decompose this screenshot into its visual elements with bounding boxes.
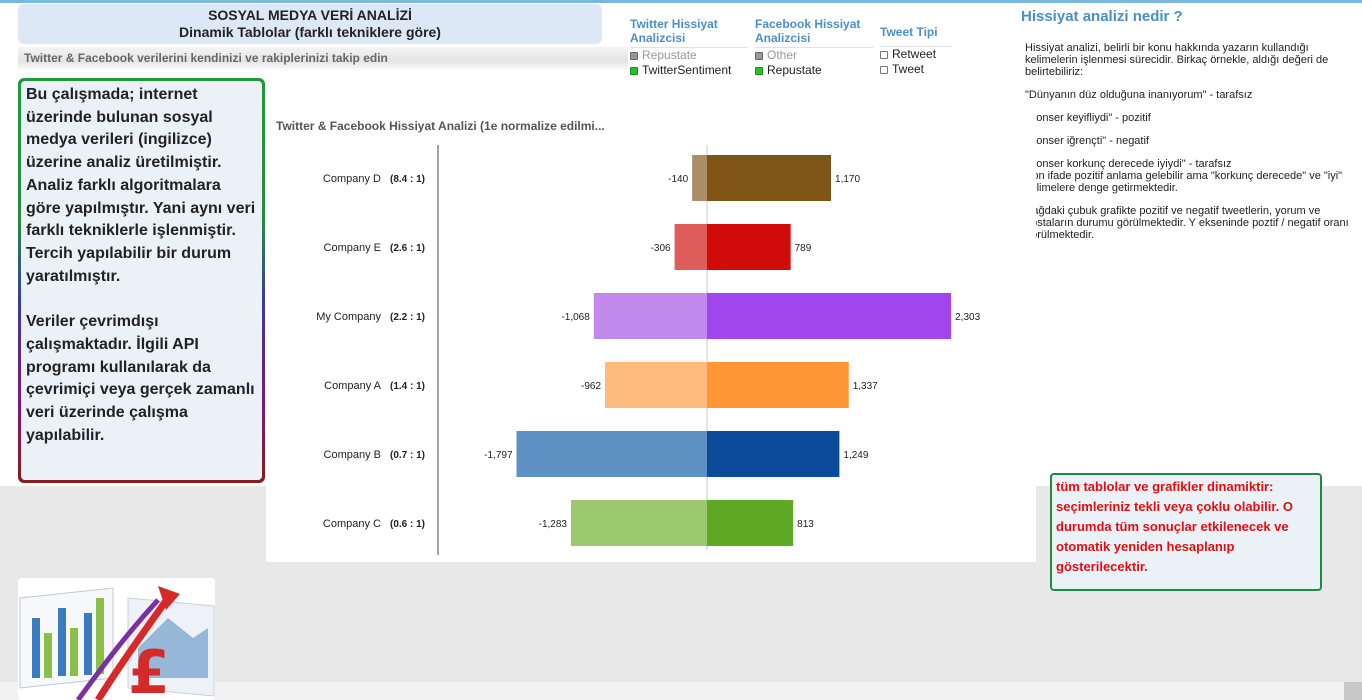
negative-bar [692, 155, 707, 201]
positive-bar [707, 155, 832, 201]
description-inner: Bu çalışmada; internet üzerinde bulunan … [21, 81, 262, 480]
excluded-square-icon [630, 51, 638, 60]
ratio-label: (2.2 : 1) [390, 312, 425, 323]
info-paragraph: "Konser iğrençti" - negatif [1025, 135, 1149, 147]
info-paragraph: "Dünyanın düz olduğuna inanıyorum" - tar… [1025, 89, 1253, 101]
listbox-item-other[interactable]: Other [755, 48, 873, 63]
positive-value-label: 1,337 [853, 381, 878, 392]
category-label: Company B [324, 449, 381, 461]
listbox-facebook-analyzer: Facebook Hissiyat Analizcisi Other Repus… [755, 17, 873, 78]
category-label: Company C [323, 518, 381, 530]
selected-square-icon [630, 66, 638, 75]
negative-bar [605, 362, 707, 408]
positive-value-label: 1,249 [843, 450, 868, 461]
positive-value-label: 2,303 [955, 312, 980, 323]
positive-bar [707, 500, 794, 546]
dynamic-note-box: tüm tablolar ve grafikler dinamiktir: se… [1050, 473, 1322, 591]
listbox-tweet-type: Tweet Tipi Retweet Tweet [880, 25, 952, 77]
excluded-square-icon [755, 51, 763, 60]
info-title: Hissiyat analizi nedir ? [1021, 8, 1183, 25]
listbox-item-label: Other [767, 48, 798, 62]
negative-value-label: -140 [668, 174, 688, 185]
description-paragraph: Bu çalışmada; internet üzerinde bulunan … [26, 86, 256, 285]
description-paragraph: Veriler çevrimdışı çalışmaktadır. İlgili… [26, 313, 255, 444]
listbox-twitter-analyzer-title: Twitter Hissiyat Analizcisi [630, 17, 748, 48]
dynamic-note-text: tüm tablolar ve grafikler dinamiktir: se… [1056, 479, 1293, 574]
listbox-item-retweet[interactable]: Retweet [880, 47, 952, 62]
title-box: SOSYAL MEDYA VERİ ANALİZİ Dinamik Tablol… [18, 4, 602, 44]
info-paragraph: Hissiyat analizi, belirli bir konu hakkı… [1025, 42, 1329, 78]
negative-bar [674, 224, 707, 270]
listbox-item-label: Repustate [767, 63, 822, 77]
page-title: SOSYAL MEDYA VERİ ANALİZİ [208, 7, 412, 23]
negative-bar [593, 293, 707, 339]
sentiment-bar-chart: Company D (8.4 : 1) -140 1,170 Company E (2.6… [316, 145, 981, 555]
positive-bar [707, 362, 849, 408]
listbox-title-line: Tweet Tipi [880, 25, 938, 39]
listbox-item-label: Tweet [892, 62, 925, 76]
positive-bar [707, 431, 840, 477]
category-label: Company D [323, 173, 381, 185]
bottom-strip [0, 682, 1362, 700]
positive-bar [707, 293, 952, 339]
listbox-title-line: Twitter Hissiyat [630, 17, 718, 31]
negative-value-label: -1,283 [539, 519, 568, 530]
page-subtitle: Dinamik Tablolar (farklı tekniklere göre… [179, 24, 441, 40]
positive-value-label: 789 [795, 243, 812, 254]
negative-bar [516, 431, 707, 477]
listbox-item-repustate[interactable]: Repustate [630, 48, 748, 63]
listbox-title-line: Analizcisi [755, 31, 811, 45]
info-paragraph: "Konser keyifliydi" - pozitif [1025, 112, 1151, 124]
positive-bar [707, 224, 791, 270]
listbox-title-line: Analizcisi [630, 31, 686, 45]
ratio-label: (1.4 : 1) [390, 381, 425, 392]
checkbox-icon [880, 65, 888, 74]
negative-value-label: -1,068 [561, 312, 590, 323]
ratio-label: (0.6 : 1) [390, 519, 425, 530]
svg-text:£: £ [128, 638, 170, 700]
listbox-item-repustate[interactable]: Repustate [755, 63, 873, 78]
chart-illustration-image: £ [18, 578, 215, 700]
ratio-label: (2.6 : 1) [390, 243, 425, 254]
negative-value-label: -306 [651, 243, 671, 254]
selected-square-icon [755, 66, 763, 75]
info-paragraph: Sağdaki çubuk grafikte pozitif ve negati… [1025, 205, 1349, 241]
listbox-title-line: Facebook Hissiyat [755, 17, 861, 31]
listbox-facebook-analyzer-title: Facebook Hissiyat Analizcisi [755, 17, 873, 48]
listbox-item-label: Repustate [642, 48, 697, 62]
listbox-item-label: Retweet [892, 47, 937, 61]
listbox-item-label: TwitterSentiment [642, 63, 732, 77]
negative-value-label: -962 [581, 381, 601, 392]
info-text: Hissiyat analizi, belirli bir konu hakkı… [1025, 42, 1353, 252]
listbox-item-tweet[interactable]: Tweet [880, 62, 952, 77]
negative-bar [571, 500, 707, 546]
corner-block [1344, 682, 1362, 700]
negative-value-label: -1,797 [484, 450, 513, 461]
category-label: Company E [324, 242, 381, 254]
illustration-graphic: £ [18, 578, 215, 700]
chart-title: Twitter & Facebook Hissiyat Analizi (1e … [276, 119, 605, 133]
top-accent-line [0, 0, 1362, 3]
listbox-tweet-type-title: Tweet Tipi [880, 25, 952, 47]
info-paragraph: "Konser korkunç derecede iyiydi" - taraf… [1025, 158, 1343, 194]
description-box: Bu çalışmada; internet üzerinde bulunan … [18, 78, 265, 483]
ratio-label: (0.7 : 1) [390, 450, 425, 461]
category-label: My Company [316, 311, 381, 323]
checkbox-icon [880, 50, 888, 59]
listbox-twitter-analyzer: Twitter Hissiyat Analizcisi Repustate Tw… [630, 17, 748, 78]
positive-value-label: 1,170 [835, 174, 860, 185]
category-label: Company A [324, 380, 382, 392]
tagline-text: Twitter & Facebook verilerini kendinizi … [24, 51, 388, 65]
listbox-item-twittersentiment[interactable]: TwitterSentiment [630, 63, 748, 78]
tagline-bar: Twitter & Facebook verilerini kendinizi … [18, 47, 628, 71]
positive-value-label: 813 [797, 519, 814, 530]
ratio-label: (8.4 : 1) [390, 174, 425, 185]
